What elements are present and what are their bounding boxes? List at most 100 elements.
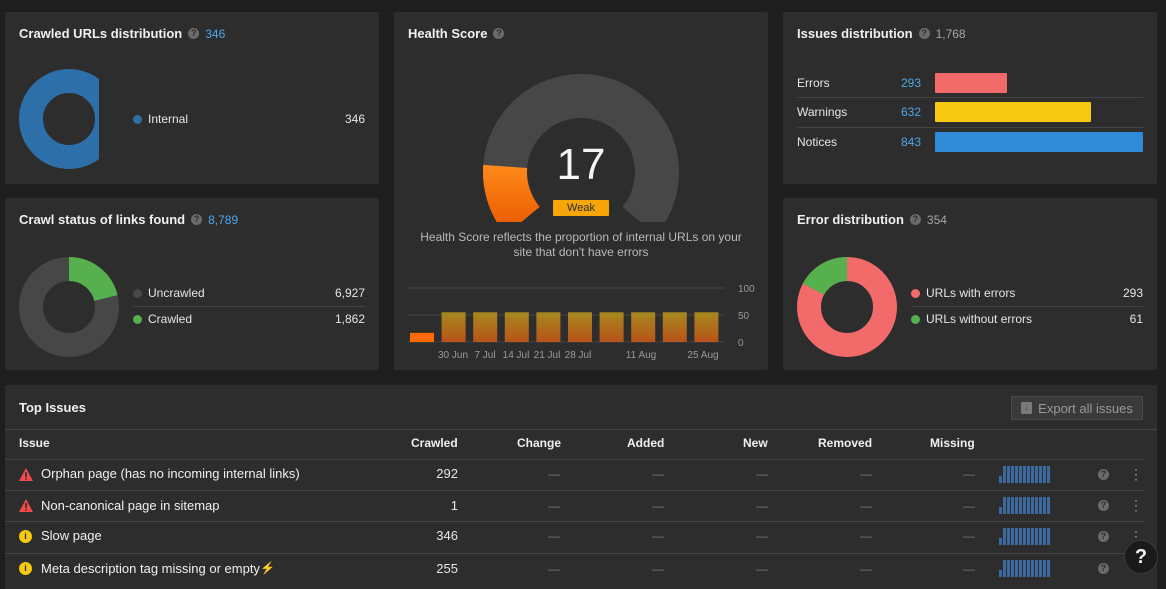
sparkline-bar [999, 538, 1002, 545]
error-distribution-card: Error distribution ? 354 URLs with error… [783, 198, 1157, 370]
legend-label: Crawled [148, 312, 193, 326]
history-bar[interactable] [410, 332, 434, 342]
removed-value: — [860, 467, 872, 481]
sparkline-bar [1023, 560, 1026, 577]
issues-row-notices[interactable]: Notices 843 [797, 128, 1143, 156]
divider [797, 127, 1143, 128]
sparkline-bar [999, 507, 1002, 514]
column-crawled[interactable]: Crawled [411, 436, 458, 450]
sparkline-bar [999, 476, 1002, 483]
issue-type-count[interactable]: 843 [901, 135, 922, 149]
health-badge: Weak [553, 200, 609, 216]
table-row[interactable]: Orphan page (has no incoming internal li… [5, 459, 1157, 490]
divider [133, 306, 365, 307]
sparkline-bar [1027, 560, 1030, 577]
missing-value: — [963, 467, 975, 481]
legend-urls-without-errors[interactable]: URLs without errors 61 [911, 312, 1143, 326]
added-value: — [652, 529, 664, 543]
table-row[interactable]: Non-canonical page in sitemap 1 — — — — … [5, 490, 1157, 521]
crawled-urls-count[interactable]: 346 [205, 26, 226, 41]
health-description: Health Score reflects the proportion of … [394, 230, 768, 260]
donut-slice-crawled[interactable] [68, 257, 118, 302]
legend-value: 293 [1122, 286, 1143, 300]
crawl-status-count[interactable]: 8,789 [208, 212, 239, 227]
history-bar[interactable] [504, 312, 529, 342]
legend-label: Internal [148, 112, 189, 126]
history-bar[interactable] [694, 312, 719, 342]
crawled-count[interactable]: 346 [436, 528, 458, 543]
history-bar[interactable] [599, 312, 624, 342]
health-score-card: Health Score ? 17 Weak Health Score refl… [394, 12, 768, 370]
legend-uncrawled[interactable]: Uncrawled 6,927 [133, 286, 365, 300]
sparkline-bar [1003, 466, 1006, 483]
help-icon[interactable]: ? [1098, 500, 1109, 511]
trend-sparkline[interactable] [999, 497, 1050, 514]
legend-urls-with-errors[interactable]: URLs with errors 293 [911, 286, 1143, 300]
legend-internal[interactable]: Internal 346 [133, 112, 365, 126]
column-change[interactable]: Change [517, 436, 562, 450]
issue-bar-errors[interactable] [935, 73, 1008, 93]
column-issue[interactable]: Issue [19, 436, 50, 450]
more-options-icon[interactable]: ⋮ [1129, 497, 1143, 513]
error-distribution-title: Error distribution ? 354 [797, 212, 947, 227]
legend-dot [911, 288, 920, 298]
table-row[interactable]: i Meta description tag missing or empty … [5, 553, 1157, 584]
history-bar[interactable] [441, 312, 466, 342]
trend-sparkline[interactable] [999, 466, 1050, 483]
more-options-icon[interactable]: ⋮ [1129, 528, 1143, 544]
issue-name[interactable]: Non-canonical page in sitemap [41, 498, 220, 513]
history-bar[interactable] [473, 312, 498, 342]
donut-slice-internal[interactable] [19, 69, 99, 169]
error-icon [19, 468, 33, 481]
crawled-count[interactable]: 255 [436, 561, 458, 576]
help-icon[interactable]: ? [191, 214, 203, 225]
crawled-count[interactable]: 1 [450, 498, 458, 513]
issue-name[interactable]: Slow page [41, 528, 102, 543]
help-floating-button[interactable]: ? [1124, 540, 1158, 574]
sparkline-bar [1003, 528, 1006, 545]
help-icon[interactable]: ? [918, 28, 930, 39]
issue-type-count[interactable]: 293 [901, 76, 922, 90]
export-all-issues-button[interactable]: ↓ Export all issues [1011, 396, 1143, 420]
issue-bar-warnings[interactable] [935, 102, 1091, 122]
column-missing[interactable]: Missing [930, 436, 975, 450]
history-bar[interactable] [662, 312, 687, 342]
column-added[interactable]: Added [627, 436, 665, 450]
history-bar[interactable] [536, 312, 561, 342]
table-row[interactable]: i Slow page 346 — — — — — ? ⋮ [5, 521, 1157, 552]
help-icon[interactable]: ? [1098, 469, 1109, 480]
help-icon[interactable]: ? [909, 214, 921, 225]
trend-sparkline[interactable] [999, 528, 1050, 545]
divider [5, 429, 1157, 430]
sparkline-bar [1047, 560, 1050, 577]
trend-sparkline[interactable] [999, 560, 1050, 577]
help-icon[interactable]: ? [188, 28, 200, 39]
issues-row-warnings[interactable]: Warnings 632 [797, 98, 1143, 126]
donut-slice-without-errors[interactable] [802, 257, 848, 296]
issue-type-count[interactable]: 632 [901, 105, 922, 119]
column-new[interactable]: New [743, 436, 768, 450]
column-removed[interactable]: Removed [818, 436, 873, 450]
y-tick-label: 100 [738, 284, 755, 295]
more-options-icon[interactable]: ⋮ [1129, 466, 1143, 482]
help-icon[interactable]: ? [1098, 531, 1109, 542]
card-title-text: Health Score [408, 26, 488, 41]
history-bar[interactable] [568, 312, 592, 342]
help-icon[interactable]: ? [493, 28, 505, 39]
card-title-text: Crawl status of links found [19, 212, 186, 227]
sparkline-bar [1047, 497, 1050, 514]
legend-crawled[interactable]: Crawled 1,862 [133, 312, 365, 326]
crawled-count[interactable]: 292 [436, 466, 458, 481]
sparkline-bar [1027, 466, 1030, 483]
sparkline-bar [1035, 528, 1038, 545]
help-icon[interactable]: ? [1098, 563, 1109, 574]
sparkline-bar [1015, 466, 1018, 483]
issue-name[interactable]: Orphan page (has no incoming internal li… [41, 466, 300, 481]
history-bar[interactable] [631, 312, 656, 342]
missing-value: — [963, 529, 975, 543]
issues-row-errors[interactable]: Errors 293 [797, 69, 1143, 97]
issue-name[interactable]: Meta description tag missing or empty [41, 561, 260, 576]
sparkline-bar [1019, 466, 1022, 483]
issue-bar-notices[interactable] [935, 132, 1143, 152]
legend-label: URLs with errors [926, 286, 1016, 300]
